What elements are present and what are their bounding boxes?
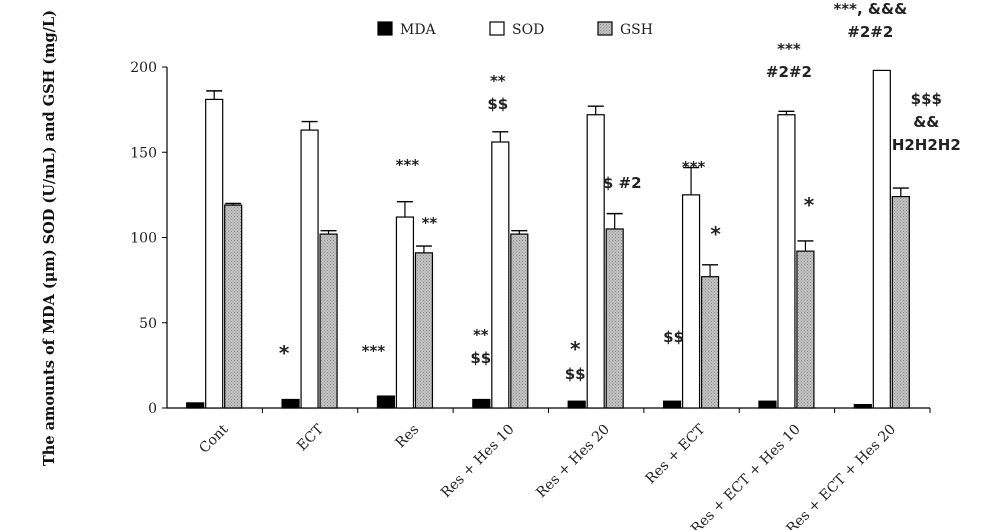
bar-gsh (224, 204, 243, 409)
x-tick-label: Res (393, 422, 423, 452)
significance-annotations: * *****$$ *$$$$*****$$******#2#2***, &&&#2… (279, 0, 961, 383)
bar-sod (300, 129, 319, 409)
annotation-text: ** (473, 326, 489, 344)
x-tick-label: Res + ECT + Hes 20 (784, 422, 900, 530)
annotation-text: *** (777, 40, 801, 58)
annotation-text: $$ (487, 95, 508, 113)
x-tick-label: Cont (196, 421, 231, 456)
bar-mda (472, 398, 491, 409)
annotation-text: *** (396, 156, 420, 174)
bar-gsh (796, 250, 815, 409)
bar-sod (681, 194, 701, 409)
annotation-text: *** (682, 158, 706, 176)
annotation-text: * (570, 337, 581, 361)
annotation-text: $$ (470, 349, 491, 367)
legend-swatch (489, 21, 505, 36)
annotation-gsh: * (710, 222, 721, 246)
annotation-mda: * (279, 341, 290, 365)
bar-sod (395, 216, 415, 409)
annotation-text: ***, &&& (833, 0, 907, 18)
legend-item-gsh: GSH (597, 21, 653, 38)
annotation-text: $$ (663, 328, 684, 346)
y-tick-label: 0 (148, 401, 157, 417)
y-tick-label: 150 (130, 145, 157, 161)
legend-label: GSH (620, 22, 653, 38)
annotation-sod: ** $$ (487, 72, 508, 113)
bar-gsh (891, 195, 910, 409)
bar-mda (376, 395, 396, 409)
annotation-text: #2#2 (847, 23, 893, 41)
legend: MDA SOD GSH (377, 21, 653, 38)
bar-mda (281, 398, 300, 409)
annotation-mda: ** $$ (470, 326, 491, 367)
annotation-gsh: ** (422, 214, 438, 232)
annotation-sod: *** (682, 158, 706, 176)
bar-mda (567, 400, 586, 409)
y-tick-label: 50 (139, 316, 157, 332)
annotation-sod: *** #2#2 (766, 40, 812, 81)
x-tick-label: Res + ECT + Hes 10 (688, 422, 804, 530)
bar-mda (853, 403, 872, 409)
bar-gsh (414, 252, 434, 409)
legend-swatch (377, 21, 393, 36)
bar-gsh (319, 233, 338, 409)
bar-mda (758, 400, 777, 409)
bar-sod (872, 69, 891, 409)
annotation-text: * (710, 222, 721, 246)
annotation-text: ** (490, 72, 506, 90)
bar-sod (586, 114, 605, 409)
x-tick-label: Res + ECT (643, 421, 709, 487)
bar-sod (491, 141, 510, 409)
y-tick-label: 200 (130, 60, 157, 76)
annotation-gsh: * (804, 193, 815, 217)
annotation-sod: ***, &&& #2#2 (833, 0, 907, 41)
bar-gsh (700, 276, 720, 409)
legend-label: SOD (512, 22, 544, 38)
bar-mda (186, 402, 205, 409)
legend-item-sod: SOD (489, 21, 544, 38)
legend-label: MDA (400, 22, 437, 38)
bar-sod (777, 114, 796, 409)
annotation-mda: *** (362, 342, 386, 360)
annotation-text: $ #2 (603, 174, 642, 192)
annotation-text: H2H2H2 (892, 136, 961, 154)
annotation-gsh: $$$ && H2H2H2 (892, 90, 961, 154)
x-tick-label: Res + Hes 10 (438, 422, 518, 502)
annotation-text: $$ (565, 365, 586, 383)
annotation-text: * (279, 341, 290, 365)
legend-item-mda: MDA (377, 21, 437, 38)
x-tick-label: Res + Hes 20 (533, 422, 613, 502)
bars (186, 69, 910, 409)
annotation-text: *** (362, 342, 386, 360)
x-tick-label: ECT (294, 421, 327, 454)
bar-gsh (605, 228, 624, 409)
y-axis-label: The amounts of MDA (μm) SOD (U/mL) and G… (41, 10, 58, 466)
bar-mda (662, 400, 682, 409)
legend-swatch (597, 21, 613, 36)
annotation-text: #2#2 (766, 63, 812, 81)
annotation-text: && (913, 113, 939, 131)
annotation-text: ** (422, 214, 438, 232)
annotation-sod: *** (396, 156, 420, 174)
annotation-text: * (804, 193, 815, 217)
annotation-mda: * $$ (565, 337, 586, 383)
annotation-mda: $$ (663, 328, 684, 346)
annotation-gsh: $ #2 (603, 174, 642, 192)
bar-gsh (510, 233, 529, 409)
y-tick-label: 100 (130, 231, 157, 247)
bar-sod (205, 98, 224, 409)
annotation-text: $$$ (911, 90, 942, 108)
